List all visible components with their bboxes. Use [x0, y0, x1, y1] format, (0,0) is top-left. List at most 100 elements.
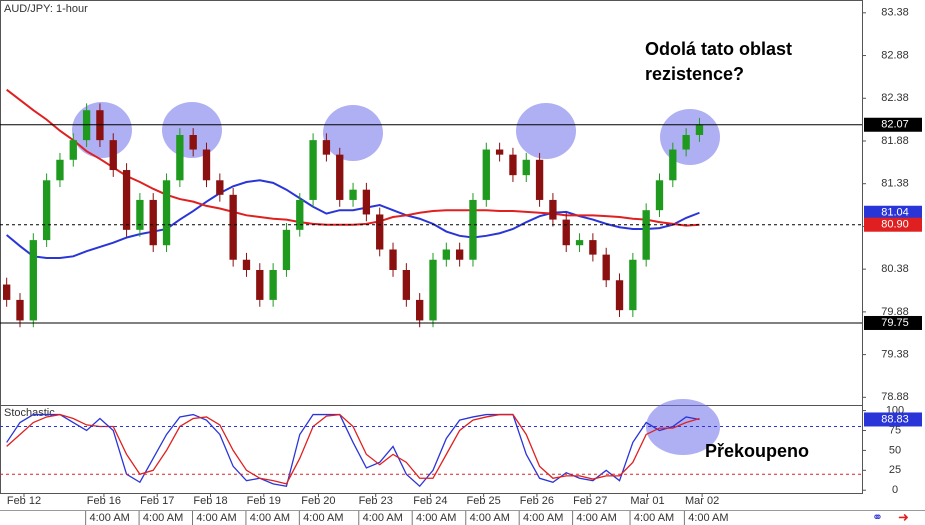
highlight-circle — [516, 103, 576, 159]
toolbar-icons: ⚭ ➜ — [872, 509, 909, 524]
stochastic-panel — [0, 405, 863, 494]
candle-body — [189, 135, 197, 150]
candle-body — [16, 299, 24, 321]
price-tag — [864, 217, 922, 232]
y-tick-label: 80.38 — [881, 263, 909, 275]
candle-body — [615, 280, 624, 311]
annotation: Odolá tato oblast — [645, 39, 792, 59]
candle-body — [149, 199, 157, 246]
highlight-circle — [162, 102, 222, 158]
chart-title: AUD/JPY: 1-hour — [4, 3, 88, 15]
candle-body — [322, 140, 331, 155]
candle-body — [509, 154, 517, 176]
candle-body — [349, 189, 357, 200]
x-tick-label: 4:00 AM — [688, 512, 728, 524]
y-tick-label: 81.38 — [881, 178, 909, 190]
candle-body — [416, 299, 424, 321]
highlight-circle — [323, 105, 383, 161]
candle-body — [575, 240, 584, 246]
x-tick-label: Mar 01 — [630, 495, 664, 507]
candle-body — [336, 154, 344, 200]
y-tick-label: 81.88 — [881, 135, 909, 147]
candle-body — [376, 214, 384, 250]
candle-body — [296, 199, 304, 230]
x-tick-label: Feb 19 — [247, 495, 281, 507]
candle-body — [522, 159, 530, 176]
candle-body — [242, 259, 251, 270]
price-tag-label: 80.90 — [881, 219, 909, 231]
candle-body — [2, 284, 11, 300]
x-tick-label: Feb 26 — [520, 495, 554, 507]
candle-body — [602, 254, 610, 281]
moving-average — [6, 88, 700, 227]
x-tick-label: Feb 17 — [140, 495, 174, 507]
price-tag-label: 81.04 — [881, 207, 909, 219]
candle-body — [655, 180, 664, 211]
candle-body — [562, 219, 570, 246]
x-tick-label: Feb 23 — [359, 495, 393, 507]
candle-body — [455, 249, 464, 260]
x-tick-label: 4:00 AM — [470, 512, 510, 524]
candle-body — [216, 180, 224, 195]
x-tick-label: Feb 18 — [193, 495, 227, 507]
x-tick-label: 4:00 AM — [576, 512, 616, 524]
y-tick-label: 50 — [889, 444, 901, 456]
arrow-icon[interactable]: ➜ — [898, 509, 909, 524]
candle-body — [682, 135, 690, 150]
x-tick-label: 4:00 AM — [250, 512, 290, 524]
candle-body — [56, 159, 64, 181]
x-tick-label: Feb 20 — [301, 495, 335, 507]
series-line — [6, 413, 700, 488]
price-tag-label: 82.07 — [881, 119, 909, 131]
candle-body — [549, 199, 557, 220]
price-tag — [864, 205, 922, 220]
candle-body — [122, 170, 131, 230]
x-tick-label: 4:00 AM — [303, 512, 343, 524]
y-tick-label: 83.38 — [881, 7, 909, 19]
x-tick-label: 4:00 AM — [363, 512, 403, 524]
annotation: Překoupeno — [705, 441, 809, 461]
candle-body — [629, 259, 637, 311]
candle-body — [69, 140, 77, 160]
x-tick-label: Feb 24 — [413, 495, 447, 507]
x-tick-label: 4:00 AM — [143, 512, 183, 524]
panel-title: Stochastic — [4, 407, 55, 419]
moving-average — [6, 179, 700, 260]
candle-body — [136, 199, 144, 230]
candle-body — [429, 259, 437, 321]
candle-body — [109, 140, 117, 171]
candle-body — [229, 194, 237, 260]
candle-body — [535, 159, 544, 200]
annotation: rezistence? — [645, 64, 744, 84]
price-tag-label: 88.83 — [881, 413, 909, 425]
candle-body — [695, 124, 704, 135]
y-tick-label: 79.88 — [881, 306, 909, 318]
price-tag — [864, 315, 922, 330]
x-tick-label: 4:00 AM — [634, 512, 674, 524]
x-tick-label: Feb 16 — [87, 495, 121, 507]
price-tag — [864, 412, 922, 427]
y-tick-label: 0 — [892, 484, 898, 496]
x-tick-label: Feb 25 — [467, 495, 501, 507]
candle-body — [442, 249, 450, 260]
candle-body — [362, 189, 371, 215]
candle-body — [202, 149, 211, 181]
x-tick-label: Feb 12 — [7, 495, 41, 507]
candle-body — [389, 249, 397, 270]
candle-body — [669, 149, 677, 181]
y-tick-label: 79.38 — [881, 348, 909, 360]
y-tick-label: 75 — [889, 424, 901, 436]
link-icon[interactable]: ⚭ — [872, 509, 883, 524]
candle-body — [282, 229, 291, 270]
highlight-circle — [646, 399, 720, 455]
candle-body — [162, 180, 171, 246]
candle-body — [309, 140, 317, 200]
x-tick-label: 4:00 AM — [416, 512, 456, 524]
candle-body — [269, 270, 277, 300]
candle-body — [176, 135, 184, 181]
x-tick-label: 4:00 AM — [196, 512, 236, 524]
x-tick-label: Mar 02 — [685, 495, 719, 507]
price-tag — [864, 117, 922, 132]
